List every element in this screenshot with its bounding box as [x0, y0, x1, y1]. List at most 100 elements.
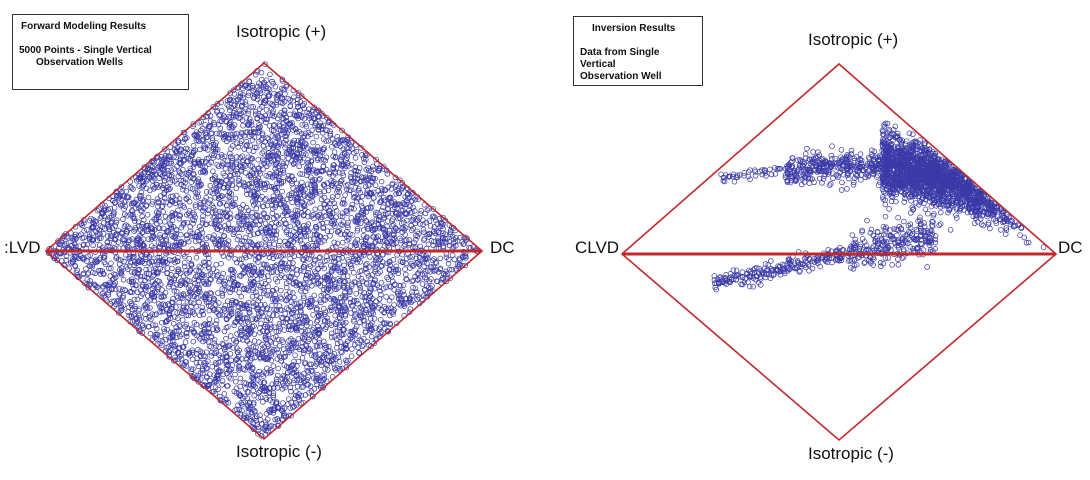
data-point: [270, 363, 277, 369]
data-point: [333, 319, 340, 325]
data-point: [286, 260, 293, 266]
data-point: [238, 282, 244, 289]
data-point: [196, 299, 202, 306]
data-point: [245, 409, 252, 415]
data-point: [309, 368, 316, 375]
data-point: [300, 191, 307, 198]
data-point: [305, 213, 311, 220]
data-point: [348, 353, 355, 359]
data-point: [322, 326, 329, 332]
data-point: [247, 163, 254, 169]
data-point: [248, 368, 255, 374]
data-point: [239, 226, 245, 233]
data-point: [446, 266, 453, 273]
data-point: [131, 259, 138, 265]
data-point: [156, 170, 163, 176]
data-point: [333, 345, 340, 351]
data-point: [280, 160, 287, 167]
data-point: [169, 242, 176, 249]
data-point: [349, 201, 356, 208]
data-point: [257, 218, 264, 224]
data-point: [276, 123, 283, 130]
data-point: [310, 236, 317, 242]
data-point: [219, 293, 226, 299]
data-point: [430, 257, 436, 264]
data-point: [396, 201, 402, 207]
data-point: [287, 111, 293, 118]
data-point: [280, 400, 286, 406]
data-point: [331, 283, 338, 290]
data-point: [293, 180, 300, 187]
data-point: [355, 344, 361, 351]
data-point: [327, 128, 333, 134]
data-point: [255, 297, 262, 304]
data-point: [385, 218, 391, 224]
data-point: [350, 298, 357, 305]
data-point: [145, 275, 152, 282]
data-point: [414, 216, 420, 222]
data-point: [310, 139, 316, 146]
data-point: [165, 229, 171, 235]
data-point: [134, 296, 141, 303]
data-point: [87, 278, 93, 284]
data-point: [348, 215, 355, 221]
data-point: [280, 373, 287, 379]
data-point: [162, 219, 168, 225]
data-point: [360, 314, 366, 320]
data-point: [377, 199, 383, 205]
data-point: [172, 233, 178, 239]
data-point: [199, 220, 206, 226]
data-point: [286, 323, 293, 330]
data-point: [317, 205, 323, 211]
data-point: [266, 240, 273, 246]
data-point: [318, 123, 325, 130]
data-point: [131, 215, 138, 222]
data-point: [347, 288, 353, 294]
data-point: [217, 312, 223, 318]
data-point: [386, 297, 393, 304]
data-point: [292, 319, 299, 325]
data-point: [142, 305, 149, 311]
data-point: [280, 346, 287, 352]
data-point: [395, 288, 401, 295]
data-point: [234, 259, 240, 266]
data-point: [241, 238, 247, 244]
data-point: [221, 233, 227, 239]
data-point: [318, 292, 324, 299]
data-point: [255, 201, 261, 207]
data-point: [420, 226, 427, 233]
data-point: [161, 293, 168, 300]
data-point: [279, 315, 285, 321]
data-point: [164, 228, 171, 234]
data-point: [332, 328, 339, 334]
data-point: [323, 138, 329, 144]
data-point: [176, 199, 183, 206]
data-point: [293, 129, 300, 135]
data-point: [328, 214, 335, 220]
data-point: [327, 233, 333, 239]
data-point: [251, 231, 257, 238]
data-point: [175, 254, 181, 261]
data-point: [360, 155, 367, 162]
data-point: [334, 328, 341, 335]
data-point: [339, 213, 346, 220]
data-point: [176, 299, 182, 306]
data-point: [170, 320, 177, 327]
data-point: [111, 240, 117, 246]
data-point: [134, 289, 141, 296]
data-point: [297, 238, 304, 244]
data-point: [180, 129, 187, 136]
data-point: [111, 205, 118, 211]
data-point: [125, 194, 132, 201]
data-point: [274, 372, 281, 379]
data-point: [456, 261, 463, 267]
data-point: [164, 156, 170, 162]
data-point: [228, 357, 234, 364]
data-point: [352, 313, 358, 320]
data-point: [227, 286, 233, 292]
data-point: [360, 342, 367, 348]
data-point: [334, 133, 341, 140]
data-point: [201, 326, 208, 333]
data-point: [271, 423, 278, 430]
data-point: [112, 286, 119, 292]
